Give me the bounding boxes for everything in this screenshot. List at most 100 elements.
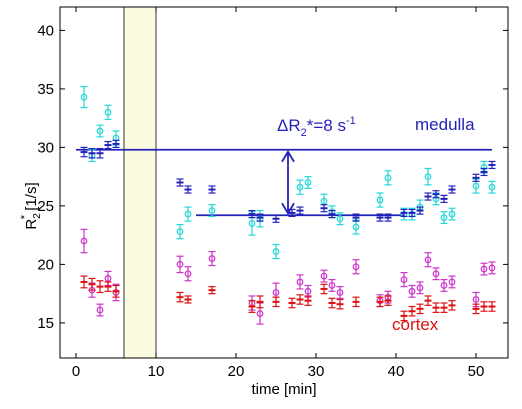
data-point-circle <box>184 206 192 222</box>
data-point-circle <box>96 303 104 317</box>
data-point-circle <box>488 261 496 275</box>
data-point-bar <box>488 301 496 312</box>
data-point-circle <box>176 255 184 274</box>
y-tick-label: 15 <box>37 315 54 332</box>
point-marker <box>184 270 192 278</box>
data-point-bar <box>336 298 344 310</box>
point-marker <box>80 237 88 245</box>
data-point-circle <box>440 211 448 225</box>
data-point-bar <box>384 213 392 222</box>
point-marker <box>96 306 104 314</box>
y-axis-label-sub: 2 <box>32 213 43 219</box>
y-tick-label: 30 <box>37 139 54 156</box>
data-points <box>80 85 496 325</box>
data-point-circle <box>440 279 448 292</box>
data-point-bar <box>104 140 112 150</box>
point-marker <box>472 182 480 190</box>
point-marker <box>208 255 216 262</box>
data-point-bar <box>448 185 456 194</box>
data-point-circle <box>296 179 304 195</box>
data-point-bar <box>328 209 336 219</box>
data-point-bar <box>96 280 104 294</box>
data-point-circle <box>208 204 216 218</box>
data-point-bar <box>384 295 392 306</box>
y-axis-label: R2* [1/s] <box>19 182 43 229</box>
data-point-bar <box>296 206 304 215</box>
highlighted-time-window <box>123 6 157 359</box>
data-point-circle <box>304 176 312 189</box>
data-point-circle <box>208 250 216 267</box>
point-marker <box>432 270 440 278</box>
point-marker <box>424 173 432 181</box>
point-marker <box>104 108 112 116</box>
data-point-bar <box>480 301 488 312</box>
data-point-bar <box>248 300 256 313</box>
data-point-circle <box>352 259 360 275</box>
delta-sub: 2 <box>301 127 307 139</box>
data-point-bar <box>448 300 456 311</box>
data-point-bar <box>328 297 336 309</box>
data-point-bar <box>432 302 440 313</box>
data-point-bar <box>320 204 328 213</box>
delta-rest: *=8 s <box>307 116 346 135</box>
data-point-bar <box>256 295 264 309</box>
point-marker <box>256 310 264 317</box>
data-point-bar <box>272 214 280 223</box>
data-point-bar <box>296 294 304 305</box>
data-point-circle <box>176 224 184 240</box>
data-point-bar <box>400 208 408 218</box>
data-point-circle <box>184 266 192 282</box>
data-point-circle <box>80 85 88 109</box>
point-marker <box>408 287 416 295</box>
plot-frame <box>59 6 509 359</box>
x-tick-label: 40 <box>388 363 405 380</box>
data-point-bar <box>208 185 216 194</box>
point-marker <box>96 127 104 135</box>
y-tick-label: 25 <box>37 198 54 215</box>
data-point-circle <box>80 228 88 254</box>
data-point-bar <box>400 310 408 322</box>
annotation-lines <box>76 148 492 217</box>
data-point-circle <box>424 167 432 186</box>
point-marker <box>272 248 280 255</box>
data-point-bar <box>88 277 96 291</box>
data-point-circle <box>384 170 392 186</box>
delta-arrow-head-down <box>281 202 295 216</box>
y-axis-label-unit: [1/s] <box>23 182 40 215</box>
point-marker <box>440 282 448 289</box>
data-point-bar <box>408 305 416 317</box>
point-marker <box>184 210 192 218</box>
data-point-bar <box>256 213 264 222</box>
data-point-circle <box>272 243 280 260</box>
data-point-circle <box>424 252 432 268</box>
point-marker <box>320 197 328 205</box>
data-point-circle <box>336 286 344 299</box>
delta-arrow-head-up <box>281 149 295 163</box>
y-axis-label-base: R <box>23 219 40 230</box>
data-point-bar <box>416 206 424 215</box>
data-point-circle <box>328 279 336 292</box>
point-marker <box>352 263 360 271</box>
point-marker <box>328 282 336 289</box>
point-marker <box>376 196 384 204</box>
data-point-circle <box>400 271 408 288</box>
data-point-bar <box>488 160 496 170</box>
point-marker <box>296 278 304 286</box>
data-point-circle <box>96 124 104 138</box>
cortex-label: cortex <box>392 315 439 334</box>
point-marker <box>440 214 448 222</box>
data-point-bar <box>416 303 424 315</box>
y-axis-label-sup: * <box>19 214 31 219</box>
data-point-circle <box>488 180 496 194</box>
data-point-bar <box>112 139 120 148</box>
point-marker <box>80 93 88 101</box>
point-marker <box>296 183 304 191</box>
delta-sup: -1 <box>346 115 356 127</box>
data-point-bar <box>288 297 296 309</box>
point-marker <box>448 278 456 286</box>
data-point-bar <box>408 208 416 218</box>
x-tick-label: 30 <box>308 363 325 380</box>
point-marker <box>384 174 392 182</box>
point-marker <box>104 275 112 282</box>
point-marker <box>416 284 424 292</box>
